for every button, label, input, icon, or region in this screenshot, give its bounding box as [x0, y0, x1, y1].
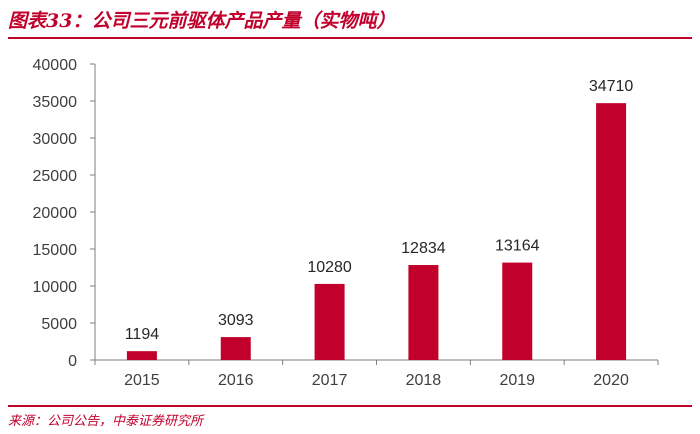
x-tick-label: 2016: [218, 372, 254, 389]
x-axis: 2015 2016 2017 2018 2019 2020: [94, 359, 659, 389]
data-label-2015: 1194: [125, 326, 160, 343]
y-tick-label: 20000: [33, 205, 78, 222]
data-label-2020: 34710: [589, 78, 634, 95]
y-tick-label: 25000: [33, 168, 78, 185]
bar-2017: [314, 283, 345, 360]
figure-title: 图表33：公司三元前驱体产品产量（实物吨）: [8, 10, 396, 32]
x-tick-label: 2018: [406, 372, 442, 389]
bar-2018: [408, 265, 439, 360]
y-axis: 0 5000 10000 15000 20000 25000 30000 35000 40000: [33, 57, 96, 370]
bar-2016: [220, 337, 251, 360]
y-tick-label: 35000: [33, 94, 78, 111]
y-tick-label: 30000: [33, 131, 78, 148]
source-note: 来源：公司公告，中泰证券研究所: [8, 414, 204, 429]
y-tick-label: 40000: [33, 57, 78, 74]
y-tick-label: 15000: [33, 242, 78, 259]
x-tick-label: 2017: [312, 372, 348, 389]
data-labels: 1194 3093 10280 12834 13164 34710: [125, 78, 634, 343]
x-tick-label: 2020: [593, 372, 629, 389]
bar-2020: [596, 103, 627, 361]
title-divider: [8, 37, 692, 39]
y-tick-label: 5000: [41, 316, 77, 333]
bar-2015: [126, 351, 157, 360]
bar-2019: [502, 262, 533, 360]
data-label-2017: 10280: [307, 259, 352, 276]
y-tick-label: 10000: [33, 279, 78, 296]
x-tick-label: 2015: [124, 372, 160, 389]
y-tick-label: 0: [68, 353, 77, 370]
data-label-2019: 13164: [495, 238, 540, 255]
data-label-2016: 3093: [218, 312, 254, 329]
x-tick-label: 2019: [499, 372, 535, 389]
bar-series: [126, 103, 627, 361]
data-label-2018: 12834: [401, 240, 446, 257]
source-divider: [8, 405, 692, 407]
